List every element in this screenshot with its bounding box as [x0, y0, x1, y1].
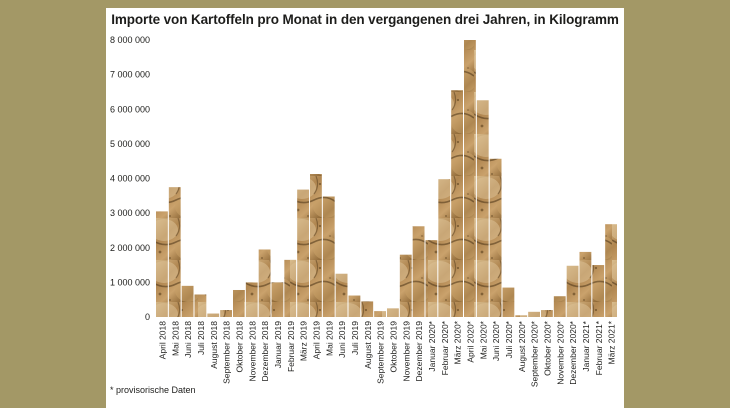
x-tick-label: August 2019	[363, 321, 373, 369]
x-tick-label: Juni 2019	[337, 321, 347, 358]
bar	[541, 310, 553, 317]
bar	[489, 158, 502, 317]
bar	[310, 174, 322, 317]
x-tick-label: September 2018	[222, 321, 232, 384]
y-tick-label: 1 000 000	[110, 277, 150, 287]
bar	[476, 100, 489, 317]
x-tick-label: April 2019	[311, 321, 321, 360]
bar	[271, 282, 284, 318]
bar	[322, 196, 335, 317]
y-tick-label: 6 000 000	[110, 104, 150, 114]
x-tick-label: Juni 2018	[183, 321, 193, 358]
x-tick-label: Mai 2018	[170, 321, 180, 356]
y-tick-label: 3 000 000	[110, 208, 150, 218]
bar	[425, 240, 438, 317]
x-tick-label: August 2018	[209, 321, 219, 369]
bar	[168, 187, 181, 317]
bar	[387, 308, 399, 317]
x-tick-label: Januar 2020*	[427, 320, 437, 371]
bar	[592, 265, 605, 317]
bar	[553, 296, 566, 317]
x-tick-label: März 2021*	[607, 320, 617, 364]
bar	[194, 294, 207, 317]
bar	[579, 251, 592, 317]
x-tick-label: Dezember 2018	[260, 321, 270, 382]
x-tick-label: Oktober 2020*	[542, 320, 552, 376]
x-tick-label: Oktober 2019	[388, 321, 398, 373]
y-tick-label: 7 000 000	[110, 70, 150, 80]
bar	[245, 282, 258, 318]
bar	[207, 313, 220, 317]
x-tick-label: April 2020*	[465, 320, 475, 362]
y-tick-label: 2 000 000	[110, 243, 150, 253]
x-tick-label: Dezember 2019	[414, 321, 424, 382]
y-tick-label: 8 000 000	[110, 35, 150, 45]
x-tick-label: November 2019	[401, 321, 411, 382]
bar	[258, 249, 271, 317]
bar	[399, 254, 412, 317]
x-tick-label: Oktober 2018	[234, 321, 244, 373]
bar	[335, 273, 348, 317]
x-tick-label: April 2018	[157, 321, 167, 360]
chart-panel: Importe von Kartoffeln pro Monat in den …	[106, 8, 624, 408]
x-tick-label: Juli 2020*	[504, 320, 514, 358]
x-tick-label: September 2019	[376, 321, 386, 384]
bar	[451, 90, 463, 318]
bar	[502, 287, 515, 317]
bar	[181, 285, 194, 317]
y-tick-label: 4 000 000	[110, 174, 150, 184]
bar	[605, 224, 617, 317]
bar	[438, 179, 451, 317]
bar	[220, 310, 232, 317]
x-tick-label: Februar 2019	[286, 321, 296, 372]
x-tick-label: September 2020*	[530, 320, 540, 387]
chart-title: Importe von Kartoffeln pro Monat in den …	[111, 12, 619, 27]
x-tick-label: Mai 2019	[324, 321, 334, 356]
bar	[348, 295, 361, 317]
x-tick-label: November 2020*	[555, 320, 565, 384]
x-tick-label: Januar 2021*	[581, 320, 591, 371]
x-tick-label: Juni 2020*	[491, 320, 501, 361]
bar	[528, 311, 540, 317]
x-tick-label: November 2018	[247, 321, 257, 382]
bar	[361, 301, 374, 317]
bar	[297, 189, 309, 317]
x-tick-label: Februar 2020*	[440, 320, 450, 375]
bar	[515, 315, 528, 317]
bar	[464, 40, 476, 317]
x-tick-label: Dezember 2020*	[568, 320, 578, 384]
footnote: * provisorische Daten	[110, 385, 196, 395]
x-tick-label: Februar 2021*	[594, 320, 604, 375]
bar	[284, 259, 297, 317]
bar	[233, 289, 245, 317]
bar-chart: 0 1 000 000 2 000 000 3 000 000 4 000 000 5 0…	[110, 35, 617, 387]
x-tick-label: Januar 2019	[273, 321, 283, 369]
x-tick-label: August 2020*	[517, 320, 527, 372]
bar	[156, 211, 168, 317]
y-tick-label: 0	[145, 312, 150, 322]
bar	[374, 311, 386, 317]
bar	[412, 226, 425, 317]
x-tick-label: März 2019	[299, 321, 309, 361]
y-tick-label: 5 000 000	[110, 139, 150, 149]
x-tick-label: Mai 2020*	[478, 320, 488, 359]
bar	[566, 265, 579, 317]
x-tick-label: Juli 2019	[350, 321, 360, 355]
x-tick-label: März 2020*	[453, 320, 463, 364]
x-tick-label: Juli 2018	[196, 321, 206, 355]
